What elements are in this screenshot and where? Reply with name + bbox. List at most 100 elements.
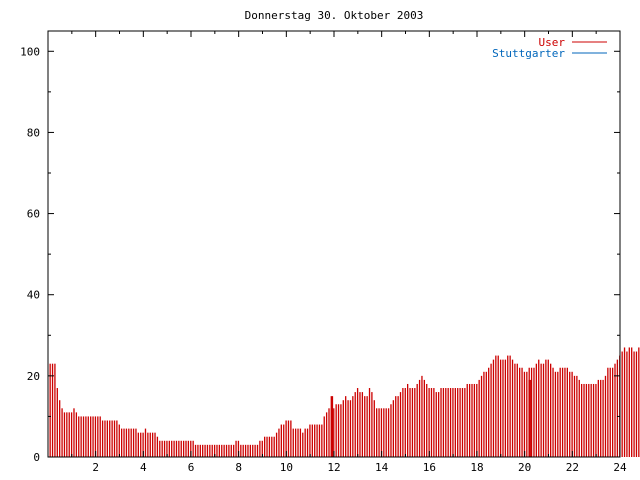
bar <box>380 408 383 457</box>
y-axis-ticks: 0 20 40 60 80 100 <box>20 45 620 464</box>
bar <box>631 347 633 457</box>
x-tick-label: 20 <box>518 461 531 474</box>
bar <box>497 355 499 457</box>
bar <box>73 408 75 457</box>
bar <box>564 367 566 457</box>
bar <box>445 388 447 457</box>
bar <box>135 428 137 457</box>
bar <box>290 420 292 457</box>
bar <box>249 444 252 457</box>
bar <box>233 444 235 457</box>
bar <box>223 444 225 457</box>
bar <box>542 363 545 457</box>
bar <box>523 371 526 457</box>
bar <box>80 416 82 457</box>
bar <box>228 444 230 457</box>
bar <box>273 436 275 457</box>
bar <box>216 444 218 457</box>
bar <box>256 444 259 457</box>
x-tick-label: 14 <box>375 461 389 474</box>
bar <box>292 428 294 457</box>
bar <box>561 367 564 457</box>
bar <box>449 388 452 457</box>
bar <box>426 383 428 457</box>
x-tick-label: 22 <box>566 461 579 474</box>
bar <box>168 440 170 457</box>
bar <box>128 428 130 457</box>
bar <box>488 367 490 457</box>
bar <box>349 400 352 457</box>
bar <box>321 424 323 457</box>
bar <box>337 404 340 457</box>
bar <box>171 440 173 457</box>
bar <box>166 440 168 457</box>
bar <box>557 371 559 457</box>
bar <box>359 392 361 457</box>
bar <box>314 424 316 457</box>
x-tick-label: 12 <box>327 461 340 474</box>
bar <box>259 440 261 457</box>
bar <box>580 383 583 457</box>
bar <box>478 379 480 457</box>
bar <box>571 371 573 457</box>
bar <box>588 383 590 457</box>
bar <box>545 359 547 457</box>
bar <box>111 420 113 457</box>
bar <box>516 363 518 457</box>
bar <box>323 416 325 457</box>
bar <box>299 428 302 457</box>
bar <box>538 359 540 457</box>
bar <box>354 392 356 457</box>
bar <box>502 359 504 457</box>
bar <box>194 444 197 457</box>
bar <box>78 416 80 457</box>
highlight-bar <box>528 379 531 457</box>
bar <box>583 383 585 457</box>
bar <box>309 424 311 457</box>
bar <box>416 383 418 457</box>
bar <box>521 367 523 457</box>
bar <box>437 392 440 457</box>
bar <box>368 388 371 457</box>
bar <box>554 371 557 457</box>
bar <box>621 351 623 457</box>
bar <box>635 351 638 457</box>
bar <box>366 396 368 457</box>
bar <box>533 367 535 457</box>
bar <box>480 375 483 457</box>
bar <box>185 440 187 457</box>
bar <box>595 383 597 457</box>
bar <box>297 428 299 457</box>
bar <box>569 371 571 457</box>
bar <box>199 444 201 457</box>
bar <box>59 400 61 457</box>
x-axis-ticks: 2 4 6 8 10 12 14 16 18 20 22 24 <box>71 31 627 474</box>
bar <box>316 424 318 457</box>
bar <box>550 363 552 457</box>
bar <box>604 375 607 457</box>
bar <box>156 436 159 457</box>
bar <box>430 388 433 457</box>
bar <box>540 363 542 457</box>
bar <box>407 383 409 457</box>
bar <box>414 388 416 457</box>
bar <box>325 412 328 457</box>
bar <box>118 424 120 457</box>
bar <box>371 392 373 457</box>
bar <box>237 440 240 457</box>
bar <box>492 359 495 457</box>
x-tick-label: 18 <box>470 461 483 474</box>
y-tick-label: 0 <box>33 451 40 464</box>
y-tick-label: 80 <box>27 126 40 139</box>
bar <box>468 383 471 457</box>
bar <box>473 383 476 457</box>
bar <box>99 416 101 457</box>
bar <box>409 388 411 457</box>
bar <box>602 379 604 457</box>
bar <box>457 388 459 457</box>
y-tick-label: 60 <box>27 208 40 221</box>
bar <box>306 428 309 457</box>
bar <box>361 392 364 457</box>
bar <box>421 375 423 457</box>
bar <box>609 367 611 457</box>
